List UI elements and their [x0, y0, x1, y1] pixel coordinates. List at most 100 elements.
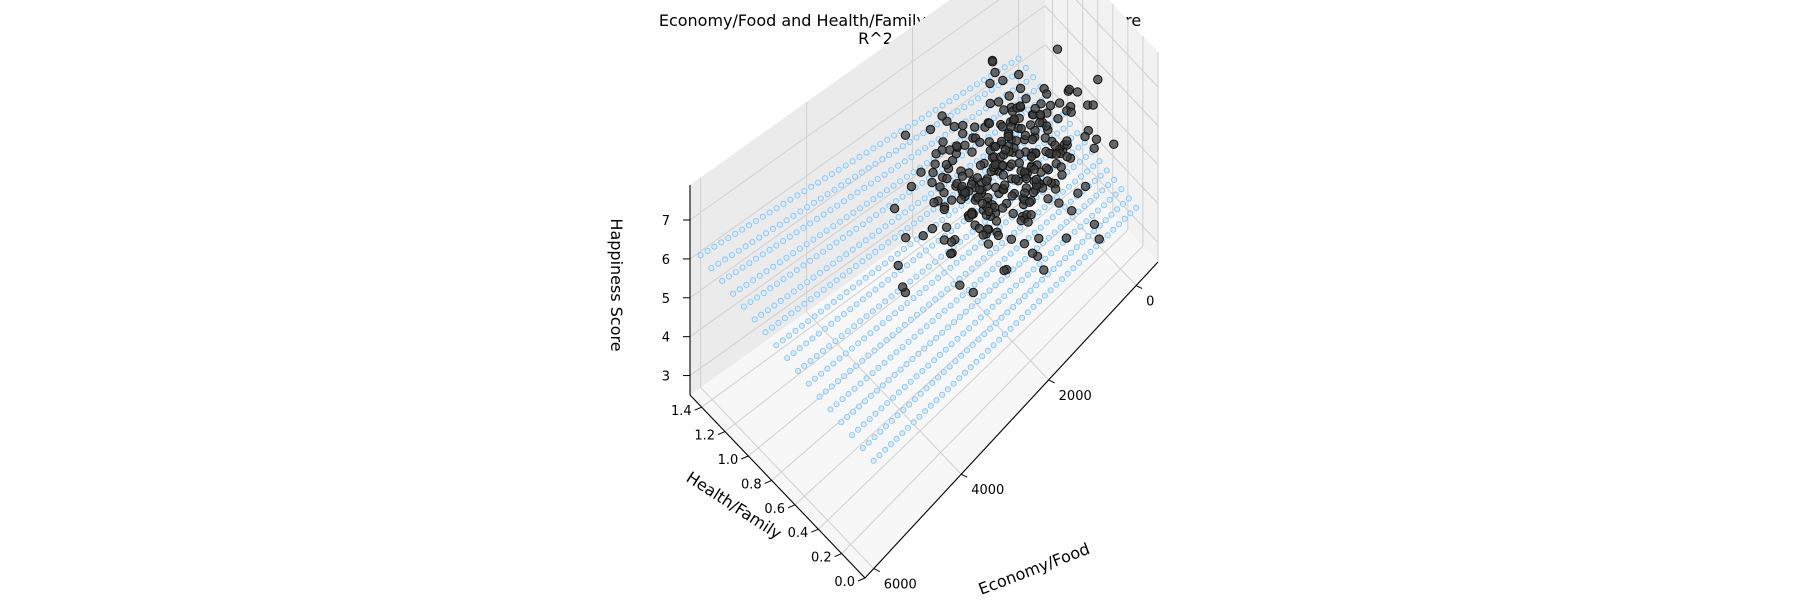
plane-point — [963, 233, 970, 240]
plane-point — [804, 204, 811, 211]
plane-point — [827, 406, 834, 413]
z-tick-label: 4 — [662, 331, 670, 346]
plane-point — [897, 178, 904, 185]
plane-point — [923, 323, 930, 330]
plane-point — [934, 121, 941, 128]
plane-point — [898, 305, 905, 312]
plane-point — [911, 333, 918, 340]
plane-point — [859, 357, 866, 364]
plane-point — [946, 98, 953, 105]
plane-point — [980, 255, 987, 262]
plane-point — [844, 328, 851, 335]
plane-point — [777, 297, 784, 304]
plane-point — [883, 337, 890, 344]
scatter-point — [946, 237, 957, 247]
plane-point — [870, 196, 877, 203]
scatter-point — [931, 149, 941, 159]
plane-point — [935, 374, 942, 381]
plane-point — [833, 401, 840, 408]
plane-point — [852, 173, 859, 180]
plane-point — [1037, 224, 1044, 231]
plane-point — [1070, 265, 1077, 272]
plane-point — [901, 245, 908, 252]
plane-point — [790, 250, 797, 257]
plane-point — [1022, 64, 1029, 71]
plane-point — [953, 94, 960, 101]
plane-point — [866, 416, 873, 423]
plane-point — [966, 325, 973, 332]
plane-point — [1030, 266, 1037, 273]
plane-point — [933, 334, 940, 341]
plane-point — [969, 341, 976, 348]
scatter-point — [1054, 98, 1065, 108]
plane-point — [891, 234, 898, 241]
plane-point — [881, 260, 888, 267]
plane-point — [986, 287, 993, 294]
plane-point — [1105, 182, 1112, 189]
plane-point — [1091, 177, 1098, 184]
scatter-point — [1019, 239, 1030, 249]
plane-point — [852, 263, 859, 270]
plane-point — [1127, 210, 1134, 217]
plane-point — [968, 265, 975, 272]
plane-point — [935, 274, 942, 281]
plane-point — [859, 221, 866, 228]
x-tick-label: 4000 — [971, 483, 1004, 498]
plane-point — [882, 223, 889, 230]
plane-point — [895, 162, 902, 169]
plane-point — [890, 182, 897, 189]
plane-point — [859, 296, 866, 303]
plane-point — [883, 423, 890, 430]
plane-point — [878, 405, 885, 412]
plane-point — [742, 243, 749, 250]
plane-point — [1102, 217, 1109, 224]
plane-point — [967, 364, 974, 371]
plane-point — [1027, 287, 1034, 294]
plane-point — [836, 355, 843, 362]
scatter-point — [975, 137, 985, 148]
plane-point — [885, 276, 892, 283]
scatter-point — [958, 128, 968, 139]
plane-point — [1047, 287, 1054, 294]
plane-point — [749, 238, 756, 245]
plane-point — [872, 160, 879, 167]
plane-point — [975, 336, 982, 343]
plane-point — [1054, 130, 1061, 137]
scatter-point — [942, 173, 952, 184]
plane-point — [932, 106, 939, 113]
scatter-point — [901, 233, 911, 243]
scatter-point — [1054, 198, 1064, 208]
scatter-point — [958, 120, 968, 131]
plane-point — [771, 302, 778, 309]
plane-point — [773, 205, 780, 212]
scatter-point — [1027, 248, 1038, 258]
scatter-point — [900, 130, 911, 140]
plane-point — [834, 315, 841, 322]
plane-point — [947, 264, 954, 271]
plane-point — [893, 435, 900, 442]
plane-point — [899, 430, 906, 437]
plane-point — [855, 426, 862, 433]
scatter-point — [1072, 87, 1083, 97]
plane-point — [950, 380, 957, 387]
scatter-point — [1039, 265, 1049, 275]
plane-point — [974, 81, 981, 88]
plane-point — [787, 196, 794, 203]
plane-point — [990, 115, 997, 122]
plane-point — [956, 313, 963, 320]
scatter-point — [1041, 163, 1052, 173]
plane-point — [1076, 158, 1083, 165]
plane-point — [838, 182, 845, 189]
plane-point — [840, 234, 847, 241]
plane-point — [1043, 219, 1050, 226]
plane-point — [893, 349, 900, 356]
plane-point — [1039, 276, 1046, 283]
plane-point — [989, 266, 996, 273]
plane-point — [863, 149, 870, 156]
scatter-point — [927, 177, 937, 188]
plane-point — [918, 115, 925, 122]
plane-point — [907, 241, 914, 248]
plane-point — [979, 353, 986, 360]
plane-point — [863, 200, 870, 207]
plane-point — [953, 259, 960, 266]
